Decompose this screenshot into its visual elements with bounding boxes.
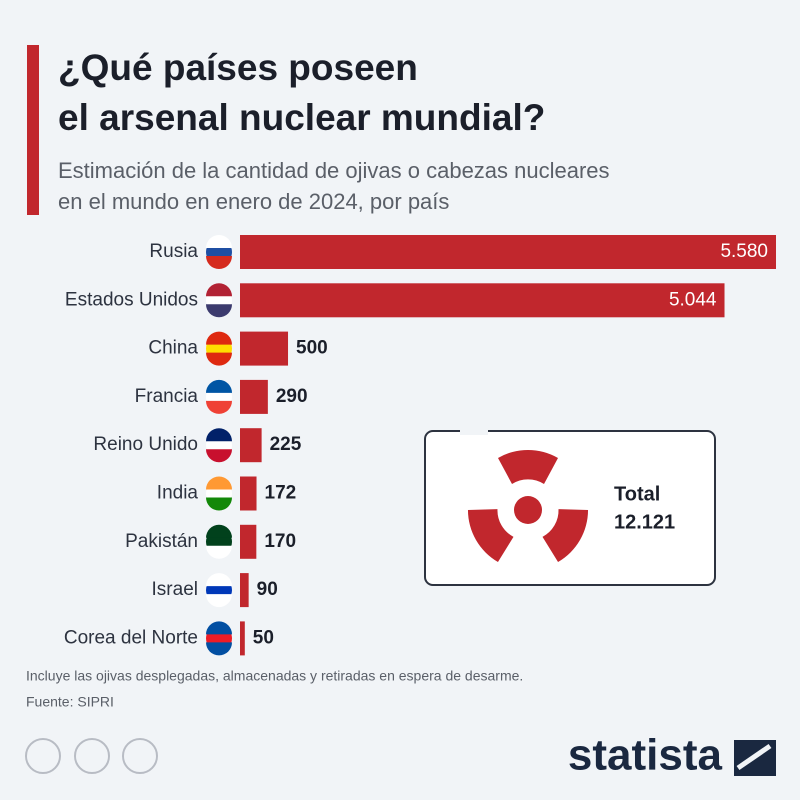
- flag-part: [206, 283, 232, 297]
- y-tick-label: Corea del Norte: [64, 627, 198, 648]
- flag-part: [206, 497, 232, 511]
- flag: [206, 573, 232, 608]
- value-label: 50: [253, 627, 274, 648]
- flag-part: [206, 352, 232, 366]
- source: Fuente: SIPRI: [26, 694, 114, 710]
- y-tick-label: Estados Unidos: [65, 289, 198, 310]
- y-tick-label: Pakistán: [125, 531, 198, 552]
- icon-part: [514, 496, 542, 524]
- flag-part: [206, 304, 232, 318]
- license-icons: [25, 738, 158, 774]
- y-tick-label: China: [148, 338, 198, 359]
- bar: [240, 524, 257, 559]
- flag: [206, 283, 232, 318]
- title-accent: [27, 45, 39, 215]
- y-tick-label: India: [157, 483, 199, 504]
- icon: [122, 738, 158, 774]
- chart-subtitle: Estimación de la cantidad de ojivas o ca…: [58, 158, 610, 183]
- value-label: 225: [270, 434, 302, 455]
- chart-title: ¿Qué países poseen: [58, 47, 418, 88]
- flag-part: [206, 642, 232, 656]
- chart-title: el arsenal nuclear mundial?: [58, 97, 545, 138]
- total-label: Total: [614, 483, 660, 505]
- flag: [206, 379, 232, 414]
- bar: [240, 573, 249, 608]
- icon-part: [498, 449, 558, 484]
- y-tick-label: Reino Unido: [93, 434, 198, 455]
- flag: [206, 476, 232, 511]
- total-value: 12.121: [614, 511, 675, 533]
- y-tick-label: Israel: [152, 579, 198, 600]
- icon: [74, 738, 110, 774]
- flag-part: [206, 379, 232, 393]
- value-label: 500: [296, 338, 328, 359]
- bar: [240, 379, 268, 414]
- flag: [206, 524, 232, 559]
- flag-part: [206, 256, 232, 269]
- total-box: Total 12.121: [424, 427, 716, 586]
- flag-part: [206, 428, 232, 442]
- bar: [240, 428, 262, 463]
- icon-part: [467, 509, 514, 562]
- footnote: Incluye las ojivas desplegadas, almacena…: [26, 668, 523, 684]
- brand-logo-mark: [736, 743, 772, 771]
- value-label: 90: [257, 579, 278, 600]
- bar: [240, 235, 776, 269]
- flag: [206, 331, 232, 366]
- value-label: 5.044: [669, 289, 717, 310]
- value-label: 170: [264, 531, 296, 552]
- bar: [240, 621, 245, 656]
- bar: [240, 331, 289, 366]
- flag-part: [206, 400, 232, 414]
- icon-part: [542, 509, 589, 562]
- flag-part: [206, 235, 232, 248]
- flag-part: [206, 594, 232, 608]
- box-gap: [460, 427, 488, 435]
- brand: statista: [568, 731, 723, 780]
- flag-part: [206, 331, 232, 345]
- flag-part: [206, 621, 232, 635]
- box: [424, 430, 716, 586]
- bar: [240, 283, 725, 318]
- radiation-icon: [467, 449, 589, 562]
- icon: [25, 738, 61, 774]
- flag-part: [206, 449, 232, 463]
- flag: [206, 621, 232, 656]
- y-tick-label: Francia: [135, 386, 199, 407]
- y-tick-label: Rusia: [149, 241, 198, 262]
- flag-part: [206, 476, 232, 490]
- flag-part: [206, 573, 232, 587]
- flag-part: [206, 524, 232, 538]
- flag: [206, 235, 232, 269]
- value-label: 172: [265, 483, 297, 504]
- chart-subtitle: en el mundo en enero de 2024, por país: [58, 189, 449, 214]
- flag-part: [206, 545, 232, 559]
- bar: [240, 476, 257, 511]
- value-label: 290: [276, 386, 308, 407]
- value-label: 5.580: [720, 241, 768, 262]
- flag: [206, 428, 232, 463]
